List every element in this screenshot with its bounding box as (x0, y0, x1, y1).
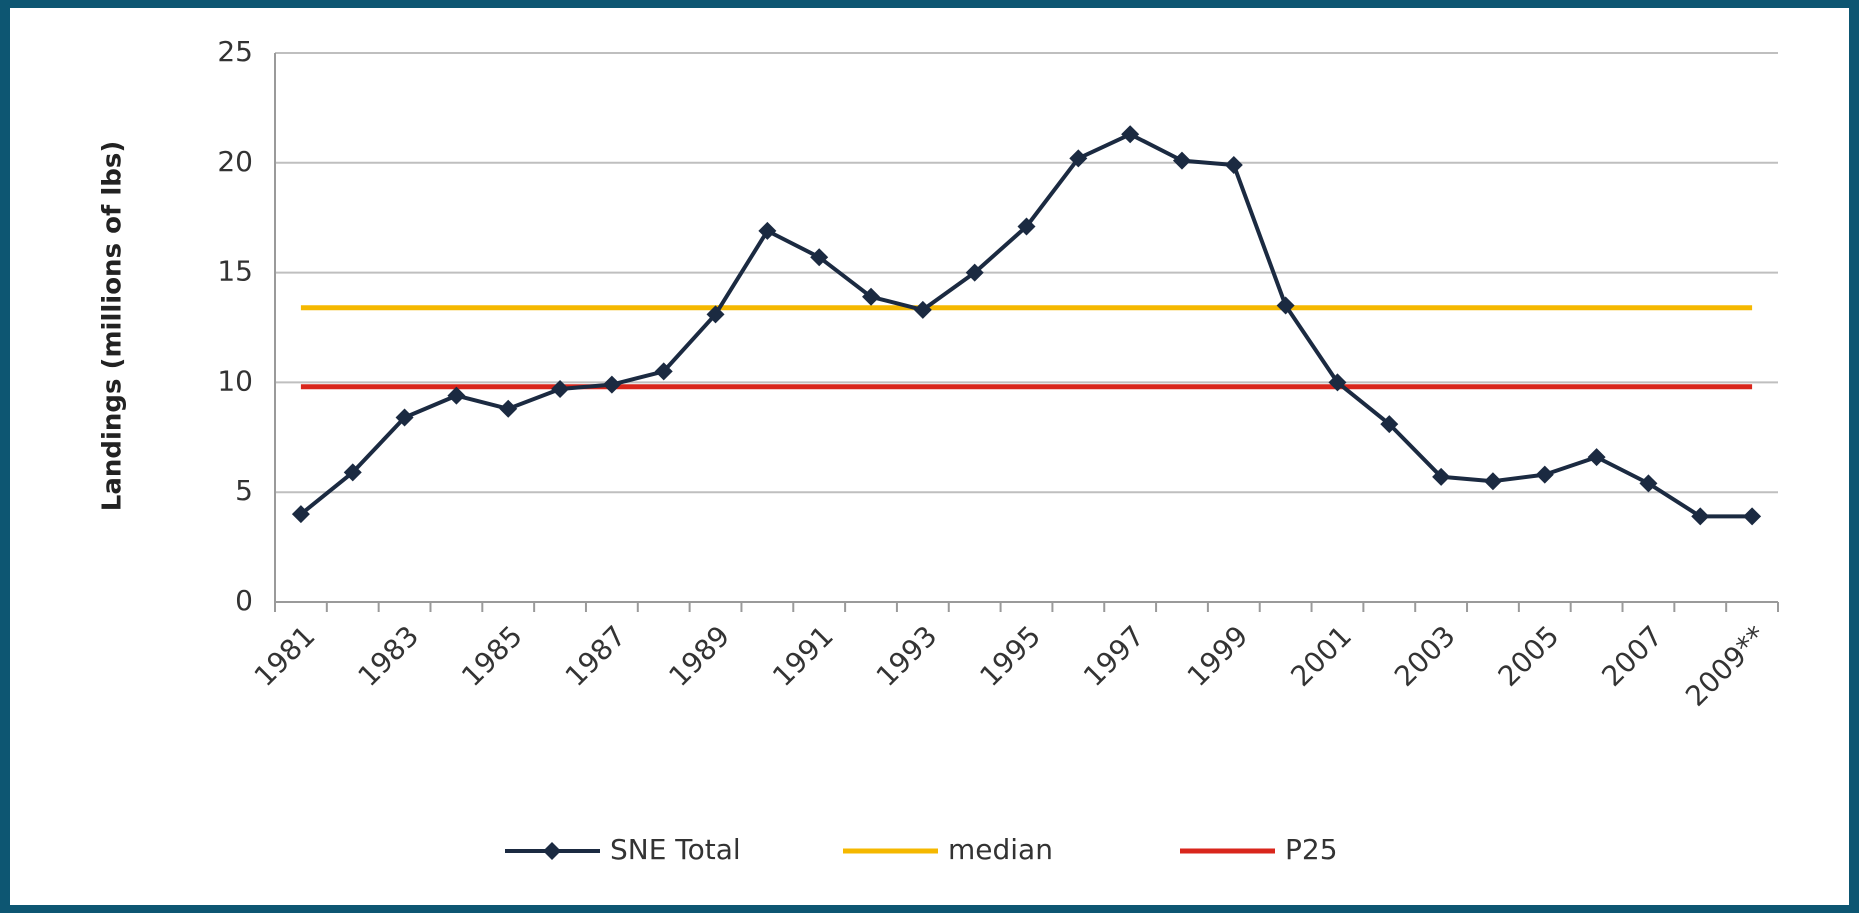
data-point (1224, 155, 1243, 174)
y-tick-label: 10 (217, 364, 253, 397)
chart-frame (10, 8, 1849, 905)
x-tick-label: 1987 (559, 619, 633, 693)
y-tick-label: 5 (235, 474, 253, 507)
data-point (654, 362, 673, 381)
x-tick-label: 1999 (1181, 619, 1255, 693)
data-point (447, 386, 466, 405)
data-point (1069, 149, 1088, 168)
data-point (602, 375, 621, 394)
data-point (1017, 217, 1036, 236)
data-point (1172, 151, 1191, 170)
x-tick-label: 1983 (351, 619, 425, 693)
data-point (1743, 507, 1762, 526)
data-point (291, 505, 310, 524)
data-point (1276, 296, 1295, 315)
data-point (1121, 125, 1140, 144)
data-point (862, 287, 881, 306)
x-tick-label: 1989 (662, 619, 736, 693)
data-point (1639, 474, 1658, 493)
data-point (1587, 448, 1606, 467)
x-tick-label: 1991 (766, 619, 840, 693)
data-point (1380, 415, 1399, 434)
x-tick-label: 2009** (1679, 619, 1773, 713)
data-point (1535, 465, 1554, 484)
x-tick-label: 2001 (1284, 619, 1358, 693)
x-tick-label: 1997 (1077, 619, 1151, 693)
data-point (1432, 467, 1451, 486)
y-tick-label: 20 (217, 145, 253, 178)
legend-label: P25 (1285, 833, 1338, 866)
data-point (551, 379, 570, 398)
data-point (1328, 373, 1347, 392)
data-point (1483, 472, 1502, 491)
legend-marker (543, 842, 561, 860)
y-tick-label: 25 (217, 35, 253, 68)
data-point (810, 248, 829, 267)
data-point (913, 300, 932, 319)
data-point (343, 463, 362, 482)
x-tick-label: 2007 (1595, 619, 1669, 693)
data-point (758, 221, 777, 240)
x-tick-label: 1993 (870, 619, 944, 693)
y-tick-label: 0 (235, 584, 253, 617)
x-tick-label: 1995 (973, 619, 1047, 693)
data-point (395, 408, 414, 427)
data-point (499, 399, 518, 418)
x-tick-label: 2005 (1492, 619, 1566, 693)
y-axis-label: Landings (millions of lbs) (98, 141, 128, 511)
legend-label: median (948, 833, 1053, 866)
data-point (706, 305, 725, 324)
x-tick-label: 1981 (248, 619, 322, 693)
data-point (965, 263, 984, 282)
series-line (299, 132, 1753, 519)
y-tick-label: 15 (217, 255, 253, 288)
x-tick-label: 2003 (1388, 619, 1462, 693)
legend-label: SNE Total (610, 833, 741, 866)
x-tick-label: 1985 (455, 619, 529, 693)
data-point (1691, 507, 1710, 526)
